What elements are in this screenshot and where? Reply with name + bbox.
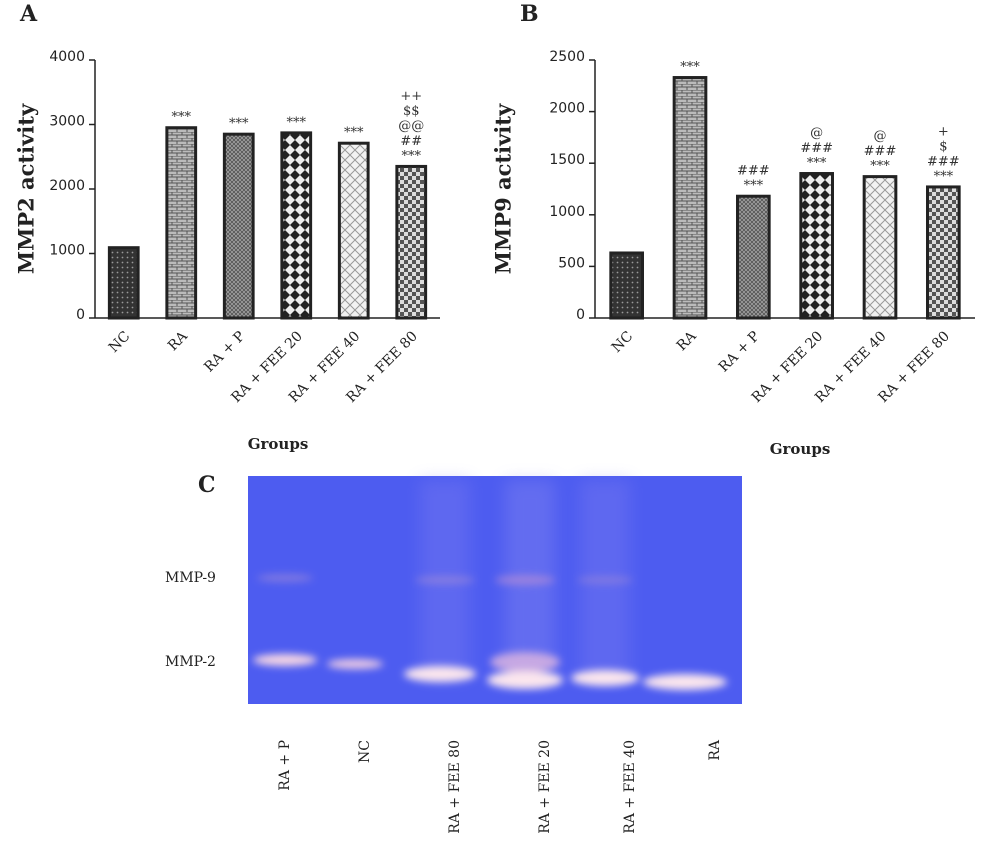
y-tick-label: 2000	[549, 101, 585, 117]
x-axis-label: Groups	[770, 440, 831, 458]
significance-label: ++	[400, 89, 422, 104]
lane-label: RA + FEE 40	[622, 740, 638, 834]
bar	[736, 194, 771, 320]
gel-bands	[253, 574, 727, 690]
significance-label: ***	[172, 110, 192, 125]
bar	[395, 164, 428, 320]
significance-label: ###	[737, 164, 770, 179]
x-tick-label: NC	[609, 328, 637, 356]
bar	[165, 126, 198, 320]
y-tick-label: 1000	[549, 204, 585, 220]
significance-label: ***	[287, 115, 307, 130]
y-tick-label: 3000	[49, 114, 85, 130]
y-tick-label: 1000	[49, 243, 85, 259]
significance-label: $	[939, 139, 947, 154]
significance-label: ***	[807, 156, 827, 171]
x-tick-label: RA + P	[201, 328, 248, 375]
y-axis-label: MMP2 activity	[14, 103, 39, 274]
bar	[862, 175, 898, 320]
x-tick-label: RA	[165, 328, 192, 355]
lane-label: RA + FEE 80	[447, 740, 463, 834]
significance-label: @@	[398, 119, 424, 134]
significance-label: @	[810, 126, 823, 141]
bar	[926, 185, 961, 320]
lane-label: NC	[357, 740, 373, 763]
y-tick-label: 0	[76, 307, 85, 323]
lane-label: RA + P	[277, 740, 293, 791]
panel-label: A	[19, 1, 38, 27]
x-tick-label: RA	[674, 328, 701, 355]
gel-panel: C MMP-9 MMP-2	[165, 472, 742, 704]
significance-label: @	[874, 129, 887, 144]
significance-label: $$	[403, 104, 420, 119]
bar	[609, 251, 644, 320]
significance-label: ***	[344, 126, 364, 141]
significance-label: ###	[927, 154, 960, 169]
panel-label: C	[198, 472, 216, 498]
significance-label: ##	[400, 134, 422, 149]
bar	[337, 141, 370, 320]
band-label: MMP-2	[165, 654, 216, 670]
significance-label: ***	[744, 179, 764, 194]
lane-label: RA + FEE 20	[537, 740, 553, 834]
x-tick-label: RA + P	[716, 328, 763, 375]
band-label: MMP-9	[165, 570, 216, 586]
significance-label: ***	[870, 159, 890, 174]
lane-label: RA	[707, 739, 723, 761]
significance-label: +	[938, 124, 949, 139]
significance-label: ***	[229, 117, 249, 132]
y-tick-label: 4000	[49, 49, 85, 65]
y-tick-label: 1500	[549, 152, 585, 168]
y-tick-label: 2000	[49, 178, 85, 194]
y-tick-label: 0	[576, 307, 585, 323]
x-tick-label: NC	[106, 328, 134, 356]
significance-label: ###	[800, 141, 833, 156]
y-tick-label: 2500	[549, 49, 585, 65]
bar	[107, 246, 140, 320]
significance-label: ***	[680, 60, 700, 75]
bar	[799, 172, 834, 320]
significance-label: ###	[864, 144, 897, 159]
bar	[222, 132, 255, 320]
y-axis-label: MMP9 activity	[491, 103, 516, 274]
significance-label: ***	[402, 149, 422, 164]
panel-label: B	[520, 1, 539, 27]
bar	[280, 131, 313, 320]
x-axis-label: Groups	[248, 435, 309, 453]
y-tick-label: 500	[558, 255, 585, 271]
bar	[672, 76, 708, 320]
significance-label: ***	[934, 169, 954, 184]
gel-image	[248, 476, 742, 704]
